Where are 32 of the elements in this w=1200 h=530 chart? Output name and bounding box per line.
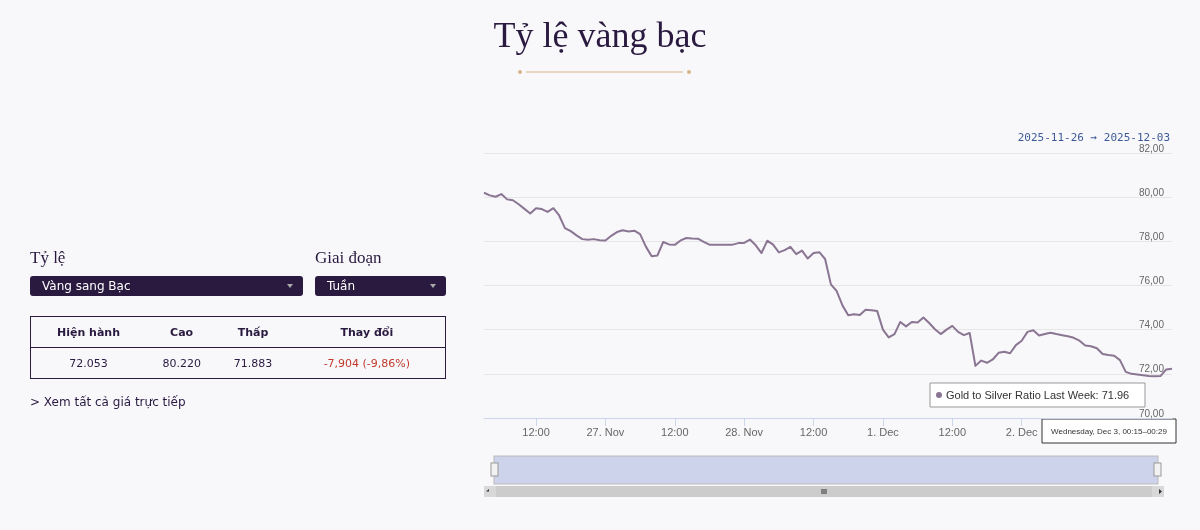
x-tick-label: 12:00 [799,425,828,438]
text: 72.053 [68,355,109,372]
text: Vàng sang Bạc [30,276,303,296]
text: Giai đoạn [315,248,382,268]
y-tick-label: 80,00 [1138,186,1165,198]
x-tick-label: 12:00 [661,425,689,438]
text: Thấp [217,316,289,348]
x-tick-label: 12:00 [938,425,967,438]
x-tick-label: 1. Dec [867,425,900,438]
text: 71.883 [232,355,274,372]
x-tick-label: 2. Dec [1005,425,1039,438]
y-tick-label: 82,00 [1138,142,1165,154]
text: -7,904 (-9,86%) [322,355,412,372]
text: Cao [145,316,218,348]
y-tick-label: 78,00 [1138,230,1165,242]
x-tick-label: 28. Nov [725,425,764,438]
text: Hiện hành [30,316,146,348]
text: Wednesday, Dec 3, 00:15–00:29 [1051,426,1168,436]
text: Thay đổi [288,316,446,348]
text: 80.220 [161,355,202,372]
chart-subtitle: 2025-11-26 → 2025-12-03 [1017,131,1171,144]
annotation: Gold to Silver Ratio Last Week: 71.96 [946,389,1130,401]
text: Tỷ lệ [30,248,66,268]
text: Tuần [315,276,446,296]
x-tick-label: 12:00 [522,425,550,438]
x-tick-label: 27. Nov [586,425,625,438]
y-tick-label: 72,00 [1138,363,1165,375]
y-tick-label: 70,00 [1138,407,1165,419]
chart-title: Tỷ lệ vàng bạc [492,14,708,56]
y-tick-label: 74,00 [1138,319,1165,331]
text: > Xem tất cả giá trực tiếp [30,395,186,409]
y-tick-label: 76,00 [1138,275,1165,286]
